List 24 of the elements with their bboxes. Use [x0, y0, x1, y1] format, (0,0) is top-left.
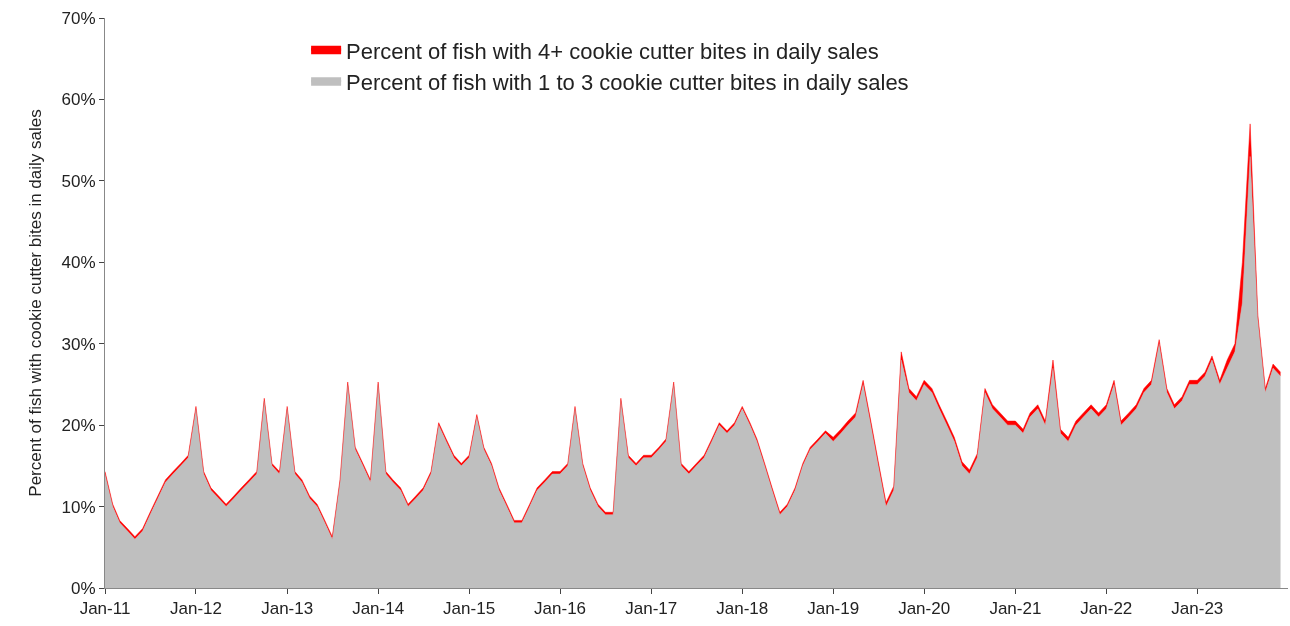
x-tick-label: Jan-17	[625, 599, 678, 619]
legend-label: Percent of fish with 4+ cookie cutter bites in daily sales	[346, 38, 879, 64]
y-tick-label: 20%	[61, 416, 96, 436]
x-tick-label: Jan-18	[716, 599, 769, 619]
x-tick-label: Jan-15	[443, 599, 496, 619]
x-tick-label: Jan-16	[534, 599, 587, 619]
x-tick-label: Jan-19	[807, 599, 860, 619]
y-tick-label: 70%	[61, 8, 96, 28]
x-tick-label: Jan-21	[989, 599, 1042, 619]
x-tick-label: Jan-22	[1080, 599, 1133, 619]
y-tick-label: 10%	[61, 497, 96, 517]
y-tick-label: 40%	[61, 253, 96, 273]
y-tick-label: 60%	[61, 90, 96, 110]
y-tick-label: 30%	[61, 334, 96, 354]
y-tick-label: 50%	[61, 171, 96, 191]
x-tick-label: Jan-23	[1171, 599, 1224, 619]
y-axis-title: Percent of fish with cookie cutter bites in daily sales	[26, 109, 46, 497]
x-tick-label: Jan-20	[898, 599, 951, 619]
x-tick-label: Jan-11	[79, 599, 131, 619]
x-tick-label: Jan-12	[169, 599, 222, 619]
legend-label: Percent of fish with 1 to 3 cookie cutter bites in daily sales	[346, 70, 909, 96]
y-tick-label: 0%	[71, 578, 96, 598]
x-tick-label: Jan-13	[261, 599, 314, 619]
x-tick-label: Jan-14	[352, 599, 405, 619]
